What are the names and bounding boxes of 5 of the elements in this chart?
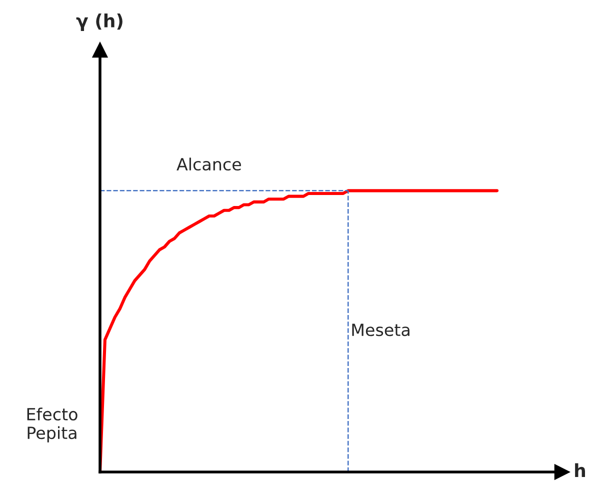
ref-line-label: Alcance	[176, 158, 241, 171]
text: Efecto Pepita	[27, 408, 78, 442]
annotation: Meseta	[352, 324, 410, 336]
text: γ (h)	[76, 14, 122, 32]
x-axis-title: h	[575, 463, 585, 477]
